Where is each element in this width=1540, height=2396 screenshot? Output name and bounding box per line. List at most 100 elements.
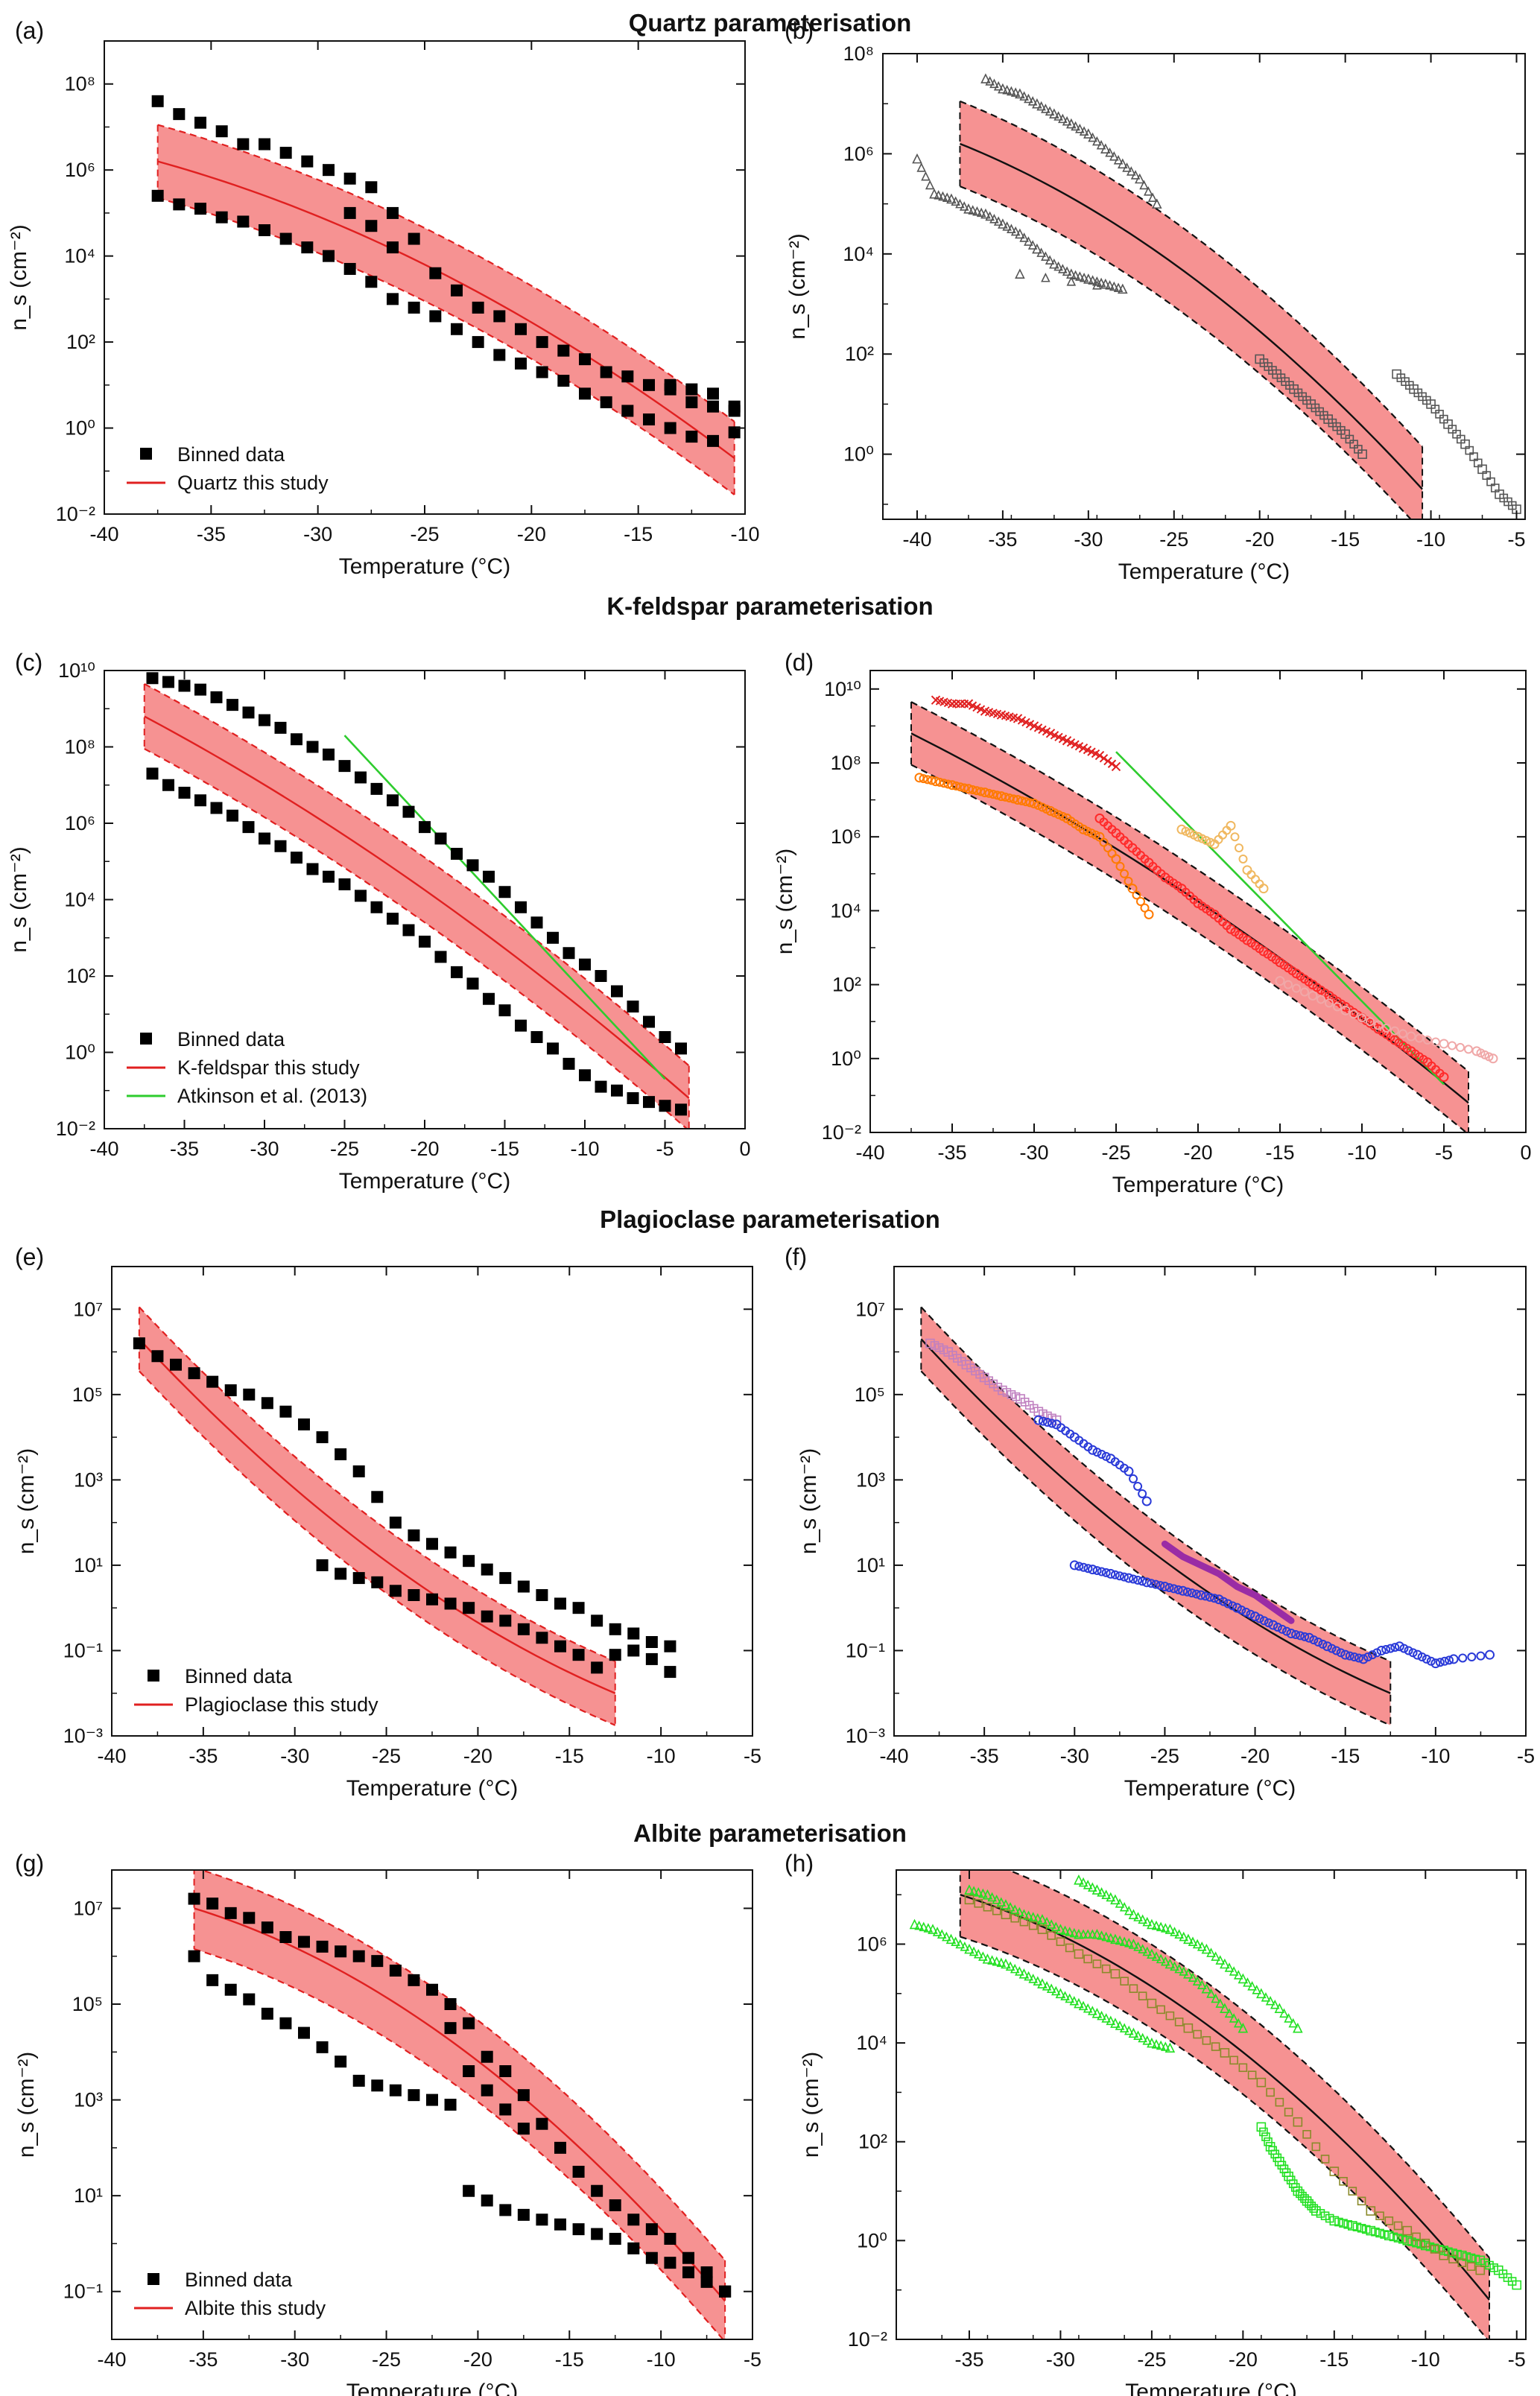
binned-point bbox=[481, 2194, 493, 2207]
legend-label: Atkinson et al. (2013) bbox=[177, 1085, 367, 1107]
x-axis-label: Temperature (°C) bbox=[339, 1169, 510, 1194]
binned-point bbox=[387, 913, 399, 925]
data-point bbox=[1382, 1023, 1391, 1033]
data-point bbox=[1309, 1635, 1319, 1645]
data-point bbox=[1439, 2250, 1449, 2260]
binned-point bbox=[627, 1092, 639, 1104]
binned-point bbox=[700, 2266, 713, 2278]
binned-point bbox=[389, 1516, 402, 1529]
data-point bbox=[1219, 1597, 1229, 1606]
data-point bbox=[1293, 2022, 1303, 2033]
data-point bbox=[998, 1385, 1007, 1395]
data-point bbox=[1164, 1958, 1176, 1969]
data-point bbox=[1202, 2035, 1211, 2045]
data-point bbox=[1412, 2232, 1421, 2242]
data-point bbox=[1275, 976, 1285, 986]
binned-point bbox=[664, 378, 676, 391]
data-point bbox=[1187, 1588, 1197, 1598]
y-tick-label: 10⁵ bbox=[72, 1384, 103, 1406]
binned-point bbox=[557, 344, 570, 357]
x-axis-label: Temperature (°C) bbox=[346, 1776, 518, 1801]
data-point bbox=[1407, 2237, 1416, 2246]
data-point bbox=[1430, 2245, 1439, 2254]
binned-point bbox=[210, 802, 223, 814]
binned-point bbox=[536, 2117, 548, 2130]
binned-point bbox=[352, 1465, 365, 1477]
data-point bbox=[916, 162, 927, 172]
data-point bbox=[1118, 283, 1128, 294]
data-point bbox=[1220, 1958, 1230, 1969]
binned-point bbox=[291, 852, 302, 864]
data-point bbox=[1033, 1415, 1044, 1425]
binned-point bbox=[338, 878, 351, 890]
y-tick-label: 10³ bbox=[856, 1468, 885, 1491]
x-tick-label: -15 bbox=[490, 1138, 519, 1160]
data-point bbox=[1058, 264, 1068, 273]
literature-series bbox=[914, 773, 1154, 919]
binned-point bbox=[206, 1375, 219, 1388]
data-point bbox=[993, 216, 1004, 226]
data-point bbox=[1320, 2155, 1330, 2164]
band-lower-edge bbox=[920, 1370, 1391, 1726]
data-point bbox=[1147, 1948, 1157, 1959]
data-point bbox=[1055, 1924, 1066, 1934]
data-point bbox=[945, 1933, 957, 1945]
x-tick-label: -35 bbox=[988, 528, 1017, 551]
data-point bbox=[1220, 2048, 1230, 2058]
data-point bbox=[996, 791, 1007, 802]
data-point bbox=[1376, 1645, 1387, 1655]
binned-point bbox=[463, 1602, 475, 1614]
binned-point bbox=[387, 293, 399, 305]
data-point bbox=[1423, 1036, 1432, 1045]
band-lower-edge bbox=[910, 764, 1468, 1132]
data-line bbox=[1161, 1540, 1295, 1624]
binned-point bbox=[323, 748, 335, 761]
data-point bbox=[980, 787, 990, 798]
data-point bbox=[1127, 884, 1138, 894]
binned-point bbox=[355, 890, 367, 902]
data-point bbox=[1083, 826, 1092, 836]
binned-point bbox=[408, 1529, 420, 1541]
data-point bbox=[1316, 2209, 1325, 2218]
binned-point bbox=[306, 863, 319, 875]
data-point bbox=[1164, 2042, 1176, 2053]
data-point bbox=[1060, 1991, 1070, 2000]
binned-point bbox=[370, 901, 383, 913]
band-upper-edge bbox=[144, 682, 690, 1067]
fit-line bbox=[920, 1338, 1391, 1694]
data-point bbox=[1300, 2194, 1309, 2203]
data-point bbox=[1092, 1448, 1102, 1457]
data-point bbox=[1371, 2227, 1380, 2237]
literature-series bbox=[909, 1918, 1176, 2053]
data-point bbox=[1071, 121, 1080, 131]
data-point bbox=[1041, 272, 1051, 282]
data-point bbox=[914, 773, 925, 783]
data-point bbox=[980, 208, 991, 219]
data-point bbox=[1010, 1963, 1020, 1974]
data-point bbox=[1088, 1882, 1097, 1892]
data-point bbox=[1430, 1658, 1441, 1669]
binned-point bbox=[279, 147, 292, 159]
data-point bbox=[973, 1887, 983, 1897]
data-point bbox=[1056, 1937, 1065, 1946]
binned-point bbox=[579, 958, 591, 971]
binned-point bbox=[242, 706, 255, 719]
data-point bbox=[1069, 1927, 1080, 1938]
data-point bbox=[1053, 261, 1063, 271]
data-point bbox=[1017, 796, 1027, 805]
data-point bbox=[1048, 1419, 1056, 1428]
y-tick-label: 10⁸ bbox=[831, 752, 861, 774]
data-point bbox=[1188, 1972, 1198, 1983]
binned-point bbox=[554, 2218, 566, 2231]
binned-point bbox=[343, 262, 356, 275]
literature-series bbox=[931, 695, 1121, 772]
binned-point bbox=[481, 1610, 493, 1623]
data-point bbox=[1107, 759, 1117, 768]
data-point bbox=[1340, 1649, 1351, 1660]
data-point bbox=[1105, 147, 1115, 157]
binned-point bbox=[402, 805, 415, 818]
data-point bbox=[1037, 1978, 1048, 1988]
binned-point bbox=[664, 1666, 676, 1679]
y-tick-label: 10⁶ bbox=[857, 1933, 887, 1955]
